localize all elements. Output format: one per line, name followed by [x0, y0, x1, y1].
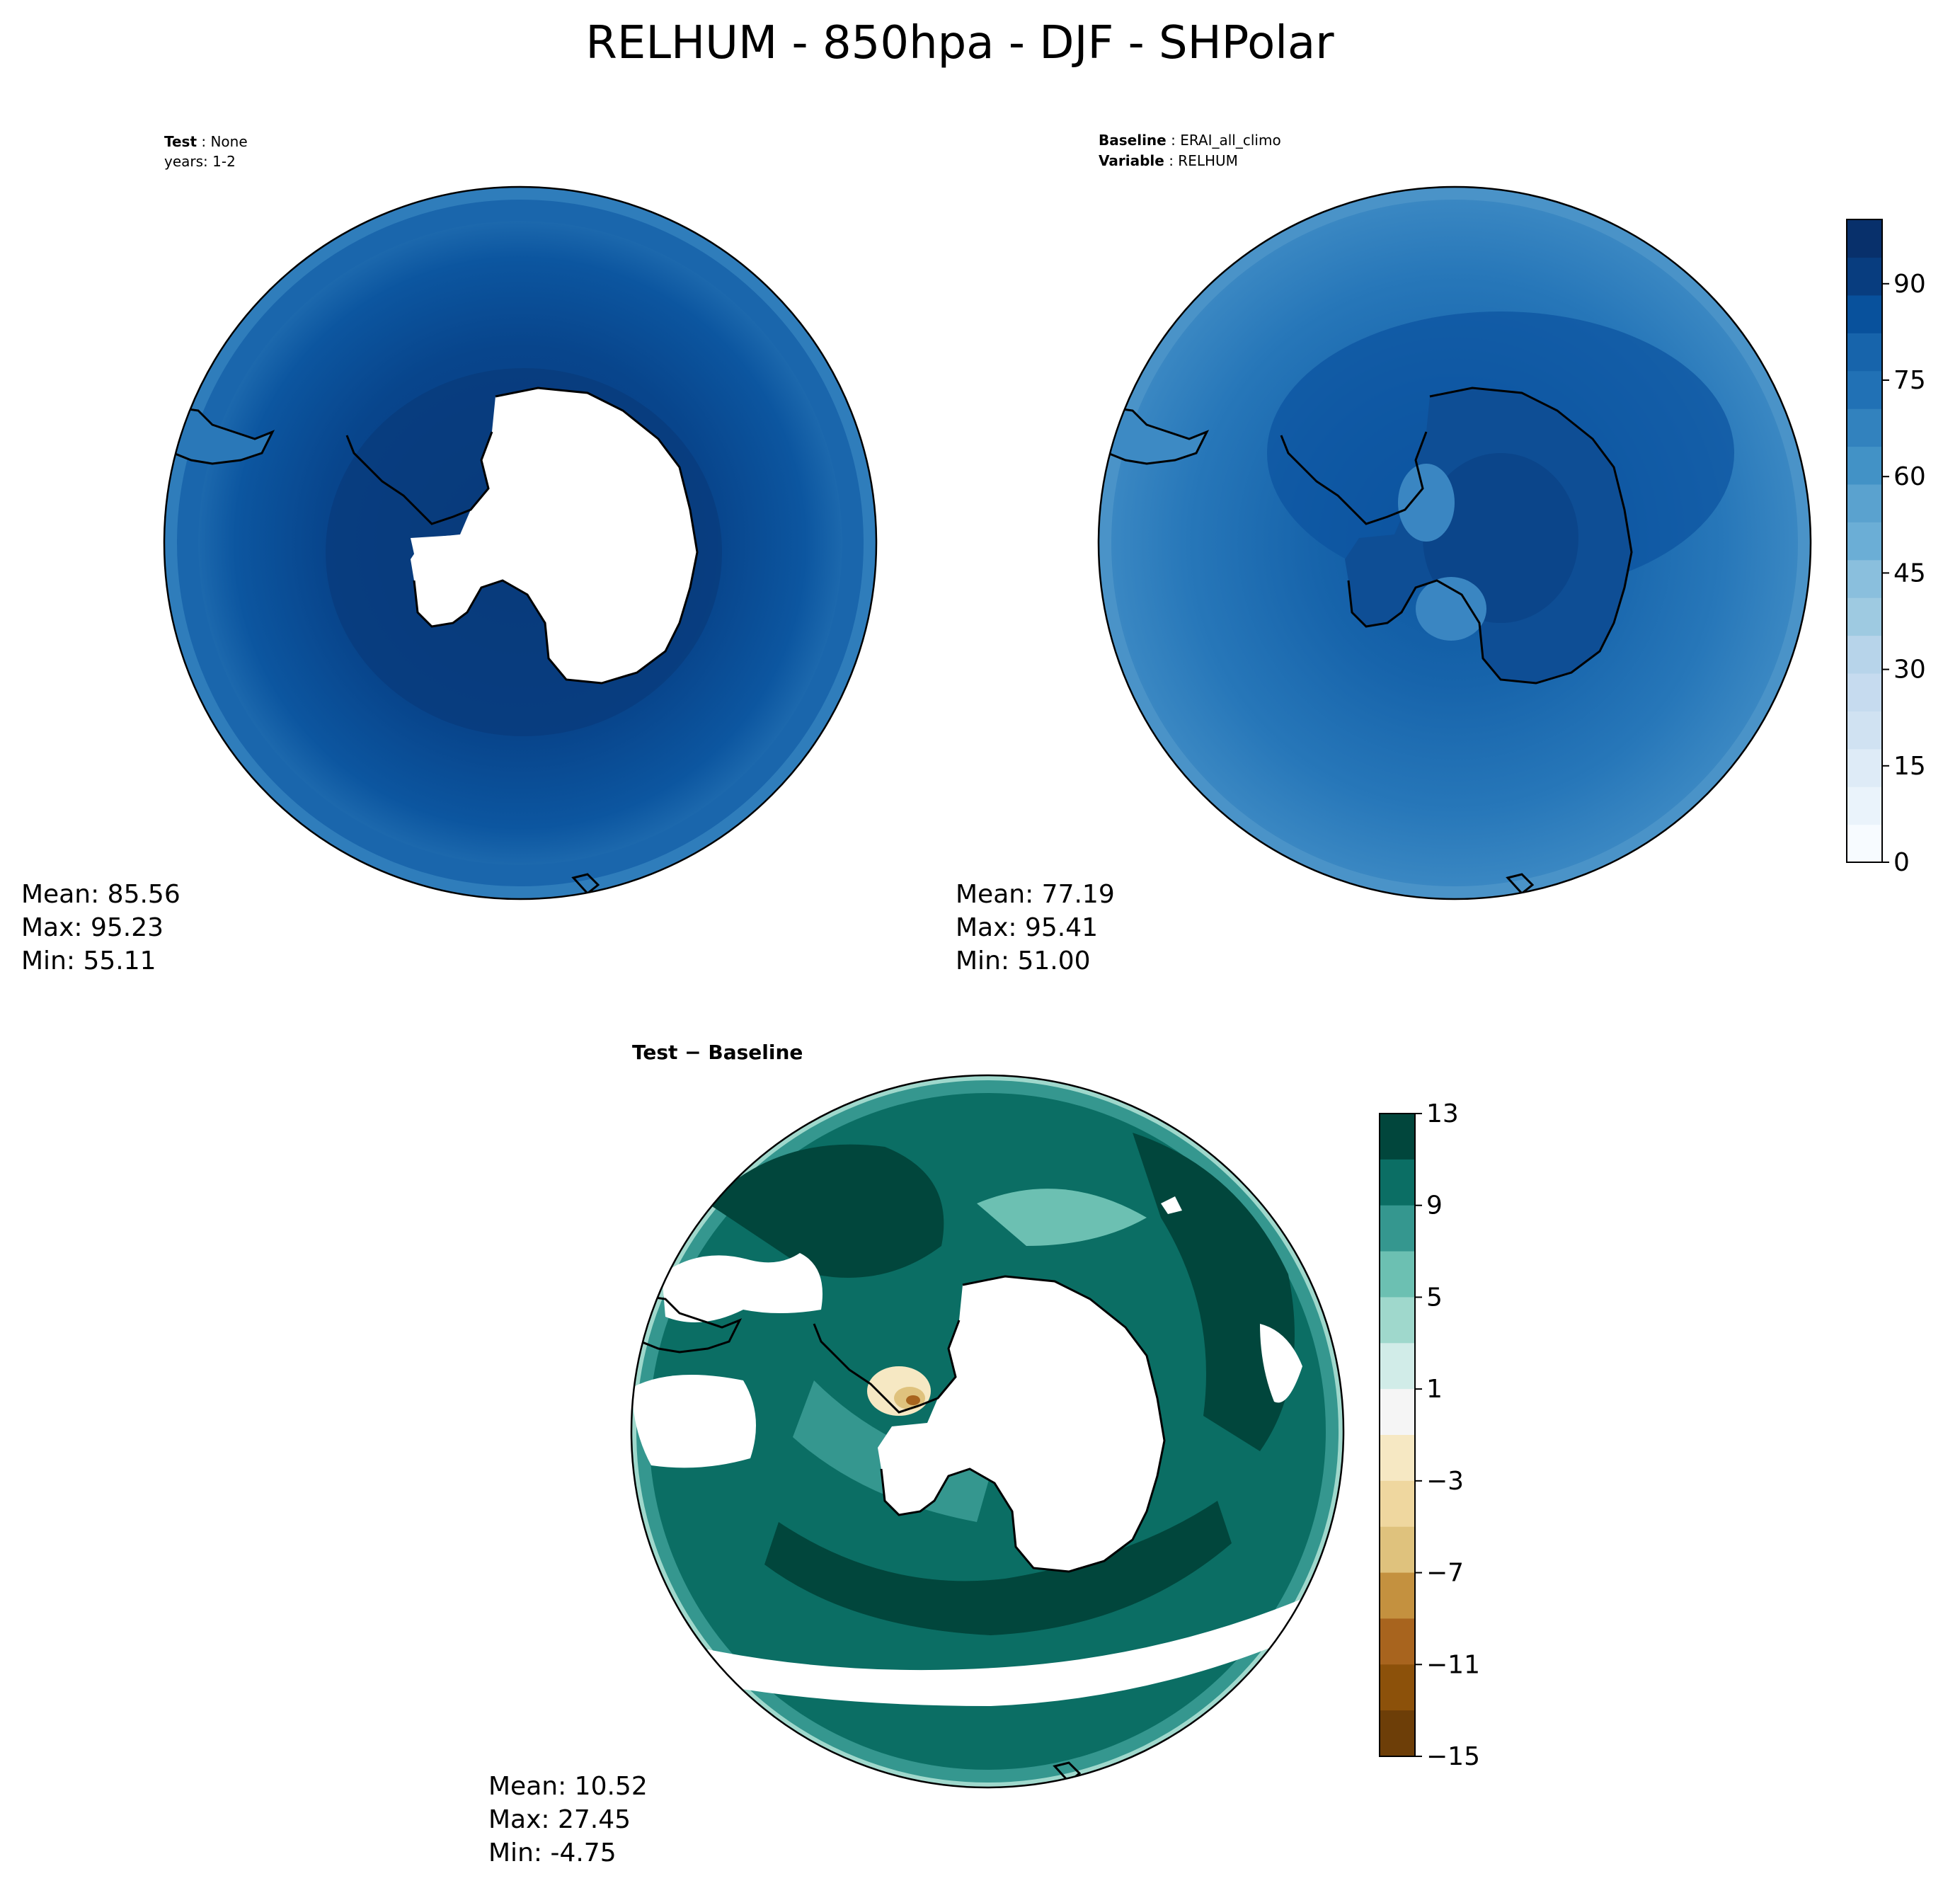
diff-colorbar-swatch [1380, 1159, 1415, 1206]
diff-colorbar-swatch [1380, 1435, 1415, 1482]
baseline-stat-min: Min: 51.00 [956, 946, 1091, 976]
relhum-colorbar-swatch [1847, 294, 1882, 333]
diff-colorbar-swatch [1380, 1664, 1415, 1711]
diff-colorbar-swatch [1380, 1343, 1415, 1390]
diff-colorbar-swatch [1380, 1205, 1415, 1252]
relhum-colorbar-swatch [1847, 522, 1882, 561]
relhum-colorbar-swatch [1847, 786, 1882, 825]
test-stat-mean: Mean: 85.56 [21, 880, 180, 909]
diff-colorbar-tick-label: 9 [1426, 1191, 1443, 1220]
baseline-map [1099, 187, 1811, 899]
baseline-label-key: Baseline [1099, 132, 1167, 149]
diff-stat-min: Min: -4.75 [488, 1838, 617, 1867]
svg-text:Baseline : ERAI_all_climo: Baseline : ERAI_all_climo [1099, 132, 1281, 149]
relhum-colorbar-swatch [1847, 635, 1882, 674]
diff-stat-mean: Mean: 10.52 [488, 1772, 648, 1801]
diff-colorbar-tick-label: 1 [1426, 1375, 1443, 1404]
relhum-colorbar-swatch [1847, 824, 1882, 863]
test-map-border [163, 185, 878, 900]
test-years-label: years: 1-2 [164, 153, 236, 170]
baseline-stat-mean: Mean: 77.19 [956, 880, 1115, 909]
test-map [164, 187, 876, 899]
diff-colorbar: 13 9 5 1 −3 −7 −11 −15 [1379, 1099, 1480, 1771]
diff-colorbar-tick-label: 5 [1426, 1283, 1443, 1312]
relhum-colorbar-tick-label: 90 [1893, 270, 1926, 299]
diff-colorbar-swatch [1380, 1572, 1415, 1620]
relhum-colorbar-swatch [1847, 597, 1882, 636]
diff-stat-max: Max: 27.45 [488, 1805, 631, 1834]
svg-text:Variable : RELHUM: Variable : RELHUM [1099, 152, 1238, 169]
relhum-colorbar-swatch [1847, 711, 1882, 750]
baseline-panel: Baseline : ERAI_all_climo Variable : REL… [956, 132, 1812, 976]
relhum-colorbar-swatch [1847, 408, 1882, 447]
test-stat-min: Min: 55.11 [21, 946, 156, 976]
relhum-colorbar-tick-label: 60 [1893, 462, 1926, 491]
figure-title: RELHUM - 850hpa - DJF - SHPolar [585, 17, 1334, 69]
baseline-label-value: ERAI_all_climo [1180, 132, 1281, 149]
baseline-stat-max: Max: 95.41 [956, 913, 1098, 942]
diff-title-operator: − [677, 1041, 708, 1064]
svg-text:Test : None: Test : None [164, 133, 248, 150]
diff-colorbar-tick-label: −15 [1426, 1742, 1480, 1771]
baseline-label-sep: : [1167, 132, 1180, 149]
variable-label-key: Variable [1099, 152, 1164, 169]
diff-colorbar-swatch [1380, 1710, 1415, 1757]
variable-label-value: RELHUM [1178, 152, 1238, 169]
relhum-colorbar-swatch [1847, 257, 1882, 296]
relhum-colorbar-swatch [1847, 559, 1882, 598]
baseline-map-border [1097, 185, 1812, 900]
relhum-colorbar-swatch [1847, 673, 1882, 711]
relhum-colorbar-swatch [1847, 446, 1882, 485]
relhum-colorbar-tick-label: 30 [1893, 656, 1926, 685]
diff-colorbar-swatch [1380, 1618, 1415, 1665]
relhum-colorbar-tick-label: 45 [1893, 559, 1926, 588]
test-label-key: Test [164, 133, 197, 150]
relhum-colorbar: 0 15 30 45 60 75 90 [1846, 219, 1926, 877]
relhum-colorbar-tick-label: 0 [1893, 848, 1910, 877]
test-stat-max: Max: 95.23 [21, 913, 164, 942]
test-label-sep: : [197, 133, 210, 150]
diff-title-test: Test [632, 1041, 677, 1064]
test-panel: Test : None years: 1-2 Mean: 85.56 Max: … [21, 133, 878, 976]
relhum-colorbar-swatch [1847, 748, 1882, 787]
variable-label-sep: : [1164, 152, 1178, 169]
diff-colorbar-swatch [1380, 1114, 1415, 1160]
svg-text:Test − Baseline: Test − Baseline [632, 1041, 803, 1064]
diff-colorbar-swatch [1380, 1297, 1415, 1344]
diff-colorbar-swatch [1380, 1251, 1415, 1298]
diff-panel: Test − Baseline [488, 1041, 1345, 1867]
diff-colorbar-tick-label: −7 [1426, 1559, 1464, 1588]
relhum-colorbar-tick-label: 15 [1893, 752, 1926, 781]
relhum-colorbar-swatch [1847, 484, 1882, 522]
diff-map [631, 1075, 1343, 1787]
relhum-colorbar-swatch [1847, 370, 1882, 409]
diff-colorbar-tick-label: −11 [1426, 1650, 1480, 1679]
diff-colorbar-tick-label: 13 [1426, 1099, 1459, 1128]
diff-colorbar-tick-label: −3 [1426, 1467, 1464, 1496]
test-label-value: None [210, 133, 247, 150]
diff-title-baseline: Baseline [708, 1041, 803, 1064]
relhum-colorbar-swatch [1847, 333, 1882, 372]
diff-colorbar-swatch [1380, 1526, 1415, 1574]
diff-map-border [630, 1074, 1345, 1789]
diff-colorbar-swatch [1380, 1480, 1415, 1528]
relhum-colorbar-frame [1846, 219, 1883, 863]
diff-colorbar-frame [1379, 1113, 1416, 1757]
diff-colorbar-swatch [1380, 1389, 1415, 1436]
relhum-colorbar-swatch [1847, 219, 1882, 258]
relhum-colorbar-tick-label: 75 [1893, 366, 1926, 395]
